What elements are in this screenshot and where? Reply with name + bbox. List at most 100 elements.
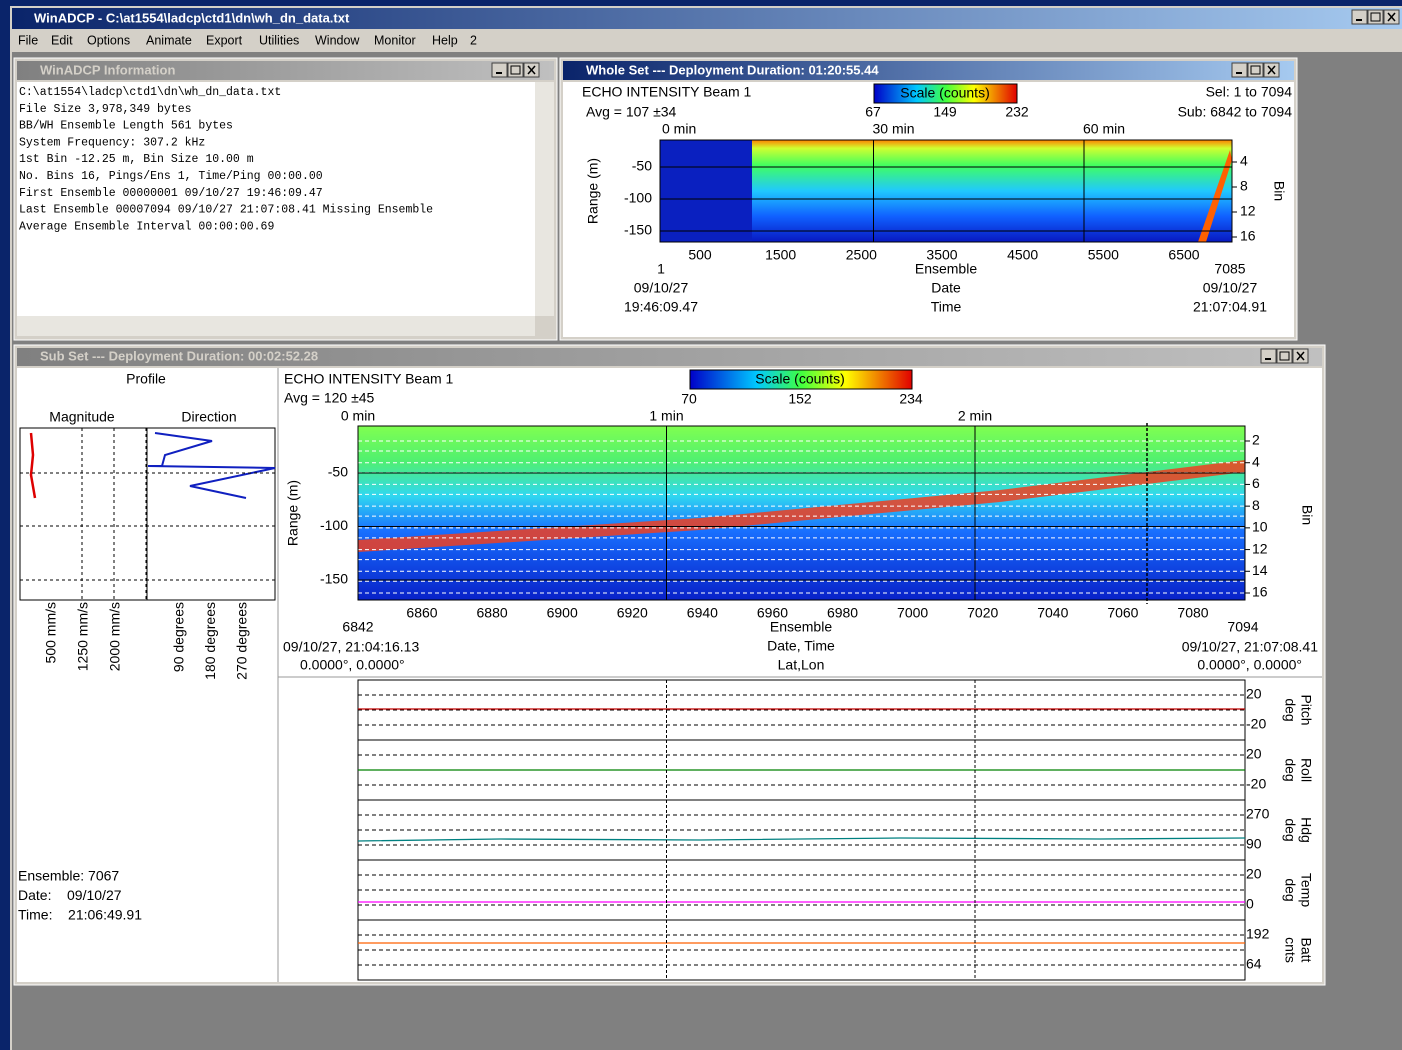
sensor-max: 20 (1246, 866, 1262, 882)
end-label: 7094 (1227, 619, 1258, 635)
window-button-min[interactable] (1261, 349, 1276, 363)
range-tick: -150 (320, 571, 348, 587)
axis-label: Date (931, 280, 961, 296)
range-label: Range (m) (585, 158, 601, 224)
menu-item[interactable]: Edit (51, 33, 73, 47)
window-button-max[interactable] (1277, 349, 1292, 363)
sensor-max: 192 (1246, 926, 1270, 942)
profile-label: Magnitude (49, 409, 115, 425)
time-tick: 0 min (662, 121, 696, 137)
menu-item[interactable]: Monitor (374, 33, 416, 47)
sensor-min: -20 (1246, 776, 1266, 792)
window-button-max[interactable] (1368, 10, 1383, 24)
bin-tick: 2 (1252, 432, 1260, 448)
sensor-name: deg (1282, 818, 1298, 841)
range-tick: -50 (632, 158, 652, 174)
info-line: First Ensemble 00000001 09/10/27 19:46:0… (19, 187, 323, 200)
bin-tick: 12 (1240, 203, 1256, 219)
sensor-name: Hdg (1298, 817, 1314, 843)
window-button-max[interactable] (508, 63, 523, 77)
window-button-min[interactable] (1352, 10, 1367, 24)
cursor-info: Date: 09/10/27 (18, 887, 122, 903)
bin-tick: 14 (1252, 562, 1268, 578)
bin-tick: 16 (1240, 228, 1256, 244)
menu-item[interactable]: Animate (146, 33, 192, 47)
menu-item[interactable]: File (18, 33, 38, 47)
bin-tick: 8 (1240, 178, 1248, 194)
bin-tick: 10 (1252, 519, 1268, 535)
scale-tick: 152 (788, 391, 812, 407)
ensemble-tick: 7060 (1107, 605, 1138, 621)
h-scrollbar[interactable] (17, 316, 535, 336)
end-label: 0.0000°, 0.0000° (1197, 657, 1302, 673)
bin-tick: 6 (1252, 475, 1260, 491)
screen: WinADCP - C:\at1554\ladcp\ctd1\dn\wh_dn_… (0, 0, 1402, 1050)
range-tick: -150 (624, 222, 652, 238)
menu-item[interactable]: Utilities (259, 33, 299, 47)
axis-label: Ensemble (915, 261, 977, 277)
axis-label: Time (931, 299, 962, 315)
menu-item[interactable]: 2 (470, 33, 477, 47)
ensemble-tick: 6920 (617, 605, 648, 621)
scale-tick: 67 (865, 104, 881, 120)
end-label: 09/10/27 (1203, 280, 1258, 296)
ensemble-tick: 6940 (687, 605, 718, 621)
ensemble-tick: 6860 (406, 605, 437, 621)
bin-tick: 16 (1252, 584, 1268, 600)
range-tick: -50 (328, 464, 348, 480)
info-line: File Size 3,978,349 bytes (19, 103, 192, 116)
info-line: Last Ensemble 00007094 09/10/27 21:07:08… (19, 204, 433, 217)
info-line: C:\at1554\ladcp\ctd1\dn\wh_dn_data.txt (19, 86, 281, 99)
sensor-name: cnts (1282, 937, 1298, 963)
info-line: BB/WH Ensemble Length 561 bytes (19, 120, 233, 133)
whole-title: Whole Set --- Deployment Duration: 01:20… (586, 62, 879, 77)
cursor-info: Time: 21:06:49.91 (18, 907, 142, 923)
main-title: WinADCP - C:\at1554\ladcp\ctd1\dn\wh_dn_… (34, 10, 350, 25)
magnitude-tick: 500 mm/s (43, 602, 59, 663)
sensor-name: deg (1282, 758, 1298, 781)
sensor-max: 270 (1246, 806, 1270, 822)
bin-label: Bin (1299, 505, 1315, 525)
menu-item[interactable]: Window (315, 33, 360, 47)
time-tick: 1 min (649, 408, 683, 424)
start-label: 6842 (342, 619, 373, 635)
ensemble-tick: 500 (688, 247, 712, 263)
page: WinADCP - C:\at1554\ladcp\ctd1\dn\wh_dn_… (0, 0, 1402, 1050)
bin-tick: 12 (1252, 540, 1268, 556)
selection: Sel: 1 to 7094 (1206, 84, 1293, 100)
ensemble-tick: 6880 (477, 605, 508, 621)
time-tick: 60 min (1083, 121, 1125, 137)
window-button-min[interactable] (1232, 63, 1247, 77)
v-scrollbar[interactable] (535, 82, 554, 316)
start-label: 19:46:09.47 (624, 299, 698, 315)
profile-title: Profile (126, 371, 166, 387)
scale-tick: 234 (899, 391, 923, 407)
range-label: Range (m) (285, 480, 301, 546)
sensor-name: Pitch (1298, 694, 1314, 725)
direction-tick: 180 degrees (202, 602, 218, 680)
menu-item[interactable]: Help (432, 33, 458, 47)
window-button-max[interactable] (1248, 63, 1263, 77)
menu-item[interactable]: Options (87, 33, 130, 47)
range-tick: -100 (320, 517, 348, 533)
info-line: Average Ensemble Interval 00:00:00.69 (19, 220, 274, 233)
window-button-min[interactable] (492, 63, 507, 77)
scale-tick: 149 (933, 104, 957, 120)
end-label: 09/10/27, 21:07:08.41 (1182, 639, 1318, 655)
info-line: System Frequency: 307.2 kHz (19, 136, 205, 149)
sensor-max: 20 (1246, 686, 1262, 702)
start-label: 1 (657, 261, 665, 277)
bin-tick: 4 (1240, 153, 1248, 169)
ensemble-tick: 5500 (1088, 247, 1119, 263)
cursor-info: Ensemble: 7067 (18, 868, 119, 884)
ensemble-tick: 7080 (1177, 605, 1208, 621)
sensor-name: Temp (1298, 873, 1314, 907)
sensor-min: -20 (1246, 716, 1266, 732)
info-title: WinADCP Information (40, 62, 175, 77)
ensemble-tick: 1500 (765, 247, 796, 263)
time-tick: 0 min (341, 408, 375, 424)
end-label: 7085 (1214, 261, 1245, 277)
ensemble-tick: 2500 (846, 247, 877, 263)
whole-heatmap-empty (660, 140, 752, 242)
menu-item[interactable]: Export (206, 33, 243, 47)
